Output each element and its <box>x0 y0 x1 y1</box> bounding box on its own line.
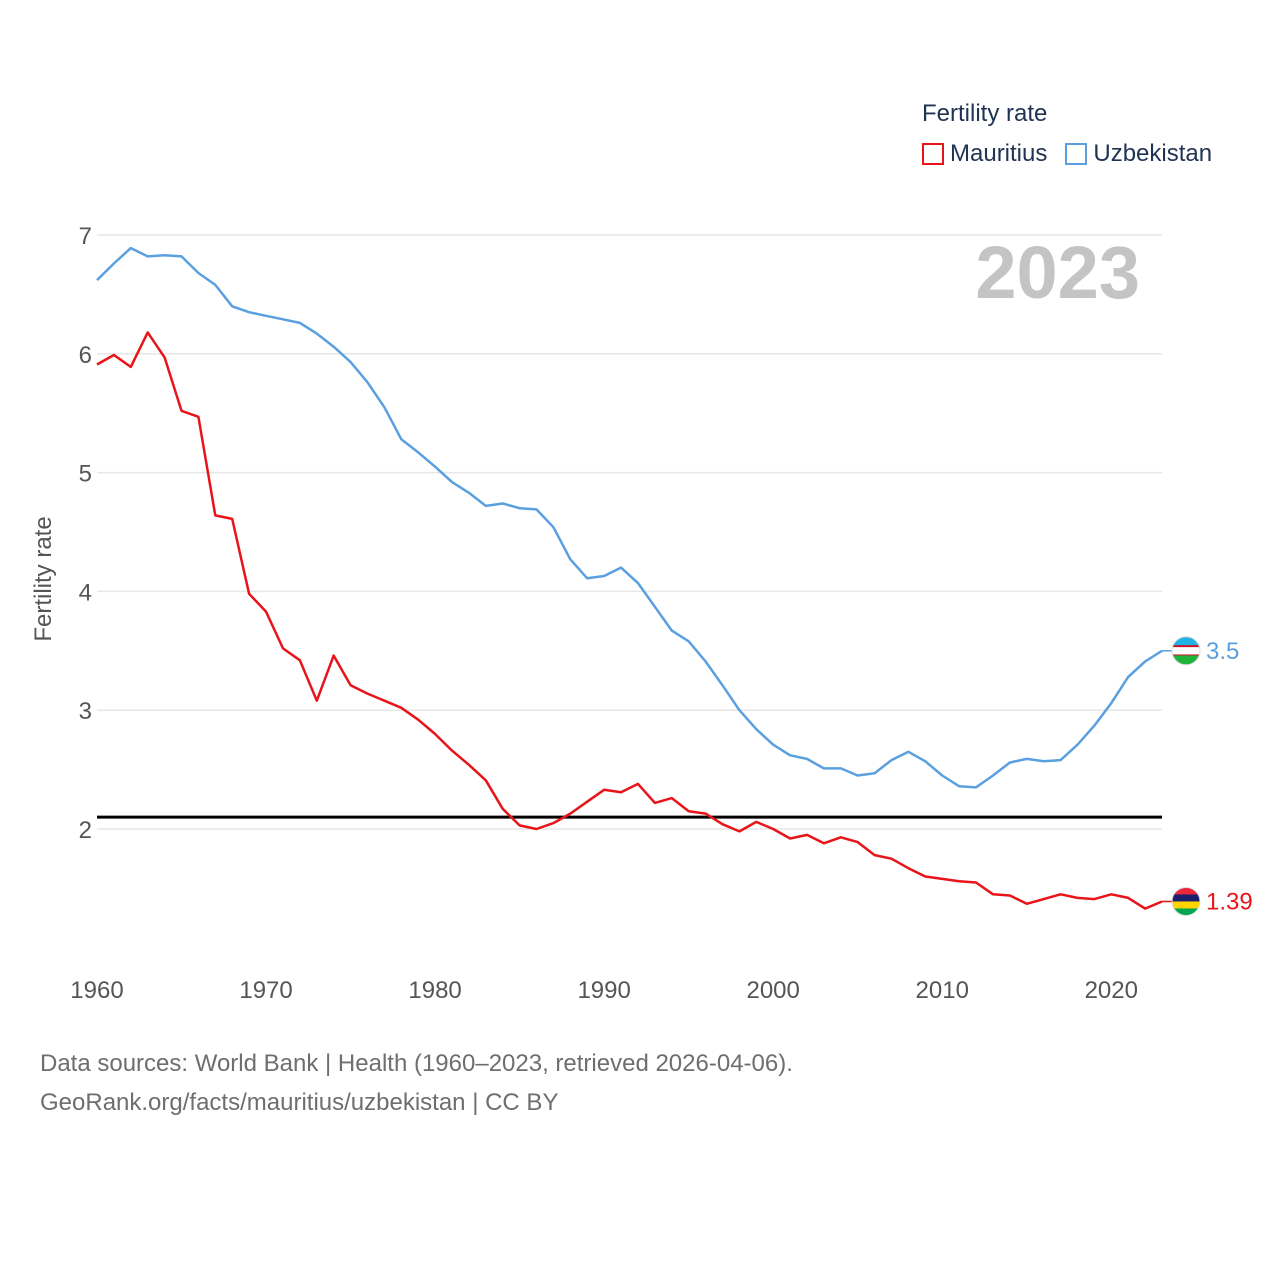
y-tick-label: 5 <box>79 461 92 488</box>
y-tick-label: 7 <box>79 223 92 250</box>
series-line-mauritius <box>96 331 1163 910</box>
legend: Fertility rate Mauritius Uzbekistan <box>922 100 1212 168</box>
x-tick-label: 1960 <box>70 977 123 1004</box>
footer-sources: Data sources: World Bank | Health (1960–… <box>40 1050 793 1077</box>
x-tick-label: 2010 <box>916 977 969 1004</box>
flag-uzbekistan-icon <box>1171 636 1201 666</box>
series-line-uzbekistan <box>96 246 1163 789</box>
legend-title: Fertility rate <box>922 100 1048 127</box>
y-tick-label: 2 <box>79 817 92 844</box>
x-tick-label: 1990 <box>577 977 630 1004</box>
legend-swatch-uzbekistan <box>1065 143 1088 165</box>
y-tick-label: 3 <box>79 698 92 725</box>
x-axis-ticks: 1960 1970 1980 1990 2000 2010 2020 <box>70 977 1138 1004</box>
x-tick-label: 2020 <box>1085 977 1138 1004</box>
y-axis-ticks: 2 3 4 5 6 7 <box>79 223 92 844</box>
flag-mauritius-icon <box>1171 886 1201 916</box>
x-tick-label: 2000 <box>746 977 799 1004</box>
legend-label-mauritius: Mauritius <box>950 140 1048 167</box>
legend-swatch-mauritius <box>922 143 944 165</box>
legend-item-mauritius[interactable]: Mauritius <box>922 140 1047 168</box>
y-tick-label: 6 <box>79 342 92 369</box>
legend-label-uzbekistan: Uzbekistan <box>1093 140 1213 167</box>
x-tick-label: 1970 <box>239 977 292 1004</box>
y-tick-label: 4 <box>79 579 92 606</box>
end-label-mauritius: 1.39 <box>1206 888 1253 915</box>
legend-item-uzbekistan[interactable]: Uzbekistan <box>1065 140 1212 168</box>
gridlines <box>97 234 1162 830</box>
end-label-uzbekistan: 3.5 <box>1206 638 1239 665</box>
footer-attribution: GeoRank.org/facts/mauritius/uzbekistan |… <box>40 1089 559 1116</box>
x-tick-label: 1980 <box>408 977 461 1004</box>
y-axis-label: Fertility rate <box>30 516 57 641</box>
series-end-markers: 1.39 3.5 <box>1162 636 1253 916</box>
series-lines <box>96 246 1163 910</box>
footer: Data sources: World Bank | Health (1960–… <box>40 1044 793 1122</box>
year-watermark: 2023 <box>975 231 1140 314</box>
